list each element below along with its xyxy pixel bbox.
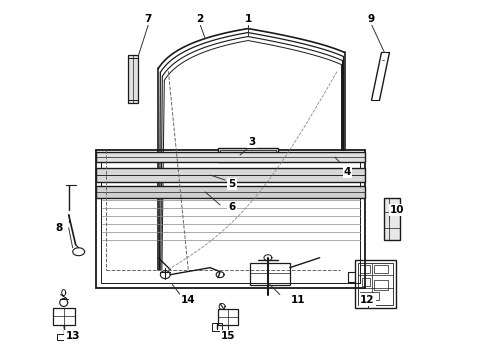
Bar	[53, 307, 74, 325]
Bar	[212, 323, 222, 332]
Text: 6: 6	[228, 202, 236, 212]
Text: 7: 7	[145, 14, 152, 24]
Bar	[96, 168, 365, 182]
Bar	[218, 148, 278, 162]
Bar	[355, 260, 396, 307]
Bar	[220, 150, 276, 160]
Text: 14: 14	[181, 294, 196, 305]
Bar	[360, 265, 369, 273]
Bar	[96, 152, 365, 162]
Text: 8: 8	[55, 223, 62, 233]
Bar	[362, 278, 369, 285]
Text: 1: 1	[245, 14, 251, 24]
Text: 9: 9	[368, 14, 375, 24]
Text: 12: 12	[360, 294, 375, 305]
Bar	[385, 198, 400, 240]
Bar	[358, 263, 393, 305]
Text: 13: 13	[66, 332, 80, 341]
Text: 15: 15	[221, 332, 235, 341]
Text: 10: 10	[390, 205, 405, 215]
Bar	[128, 55, 138, 103]
Bar	[218, 310, 238, 325]
Bar	[250, 263, 290, 285]
Bar	[57, 334, 71, 340]
Bar	[374, 265, 389, 273]
Text: 2: 2	[196, 14, 204, 24]
Bar	[96, 186, 365, 198]
Text: 3: 3	[248, 137, 256, 147]
Bar	[360, 292, 379, 300]
Text: 4: 4	[344, 167, 351, 177]
Text: 5: 5	[228, 179, 236, 189]
Text: 11: 11	[291, 294, 305, 305]
Bar	[374, 280, 389, 289]
